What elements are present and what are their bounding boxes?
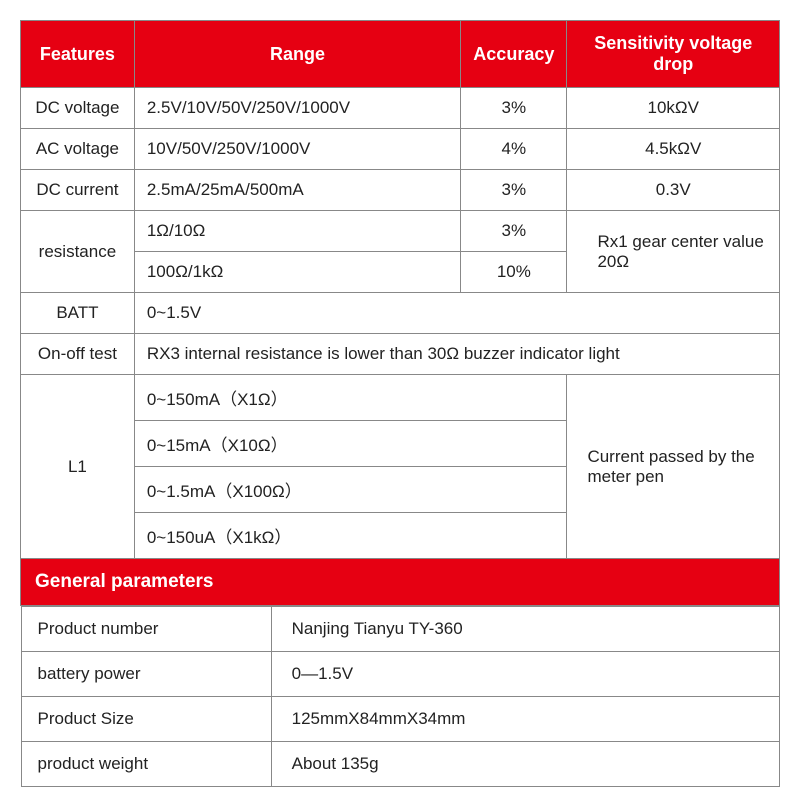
sens-l1: Current passed by the meter pen (567, 375, 780, 559)
range-l1-1: 0~150mA（X1Ω） (134, 375, 567, 421)
range-batt: 0~1.5V (134, 293, 779, 334)
label-ac-voltage: AC voltage (21, 129, 135, 170)
accuracy-ac-voltage: 4% (461, 129, 567, 170)
label-onoff: On-off test (21, 334, 135, 375)
value-battery-power: 0—1.5V (271, 652, 779, 697)
row-product-size: Product Size125mmX84mmX34mm (21, 697, 779, 742)
label-product-weight: product weight (21, 742, 271, 787)
range-resistance-1: 1Ω/10Ω (134, 211, 460, 252)
row-l1-1: L1 0~150mA（X1Ω） Current passed by the me… (21, 375, 780, 421)
row-battery-power: battery power0—1.5V (21, 652, 779, 697)
range-resistance-2: 100Ω/1kΩ (134, 252, 460, 293)
accuracy-dc-voltage: 3% (461, 88, 567, 129)
range-dc-current: 2.5mA/25mA/500mA (134, 170, 460, 211)
label-battery-power: battery power (21, 652, 271, 697)
row-dc-voltage: DC voltage 2.5V/10V/50V/250V/1000V 3% 10… (21, 88, 780, 129)
general-parameters-title: General parameters (21, 559, 780, 606)
label-dc-current: DC current (21, 170, 135, 211)
accuracy-dc-current: 3% (461, 170, 567, 211)
row-onoff: On-off test RX3 internal resistance is l… (21, 334, 780, 375)
range-ac-voltage: 10V/50V/250V/1000V (134, 129, 460, 170)
range-dc-voltage: 2.5V/10V/50V/250V/1000V (134, 88, 460, 129)
label-product-number: Product number (21, 607, 271, 652)
header-features: Features (21, 21, 135, 88)
header-sensitivity: Sensitivity voltage drop (567, 21, 780, 88)
sens-dc-voltage: 10kΩV (567, 88, 780, 129)
label-product-size: Product Size (21, 697, 271, 742)
sens-resistance: Rx1 gear center value 20Ω (567, 211, 780, 293)
sens-dc-current: 0.3V (567, 170, 780, 211)
general-header-row: General parameters (21, 559, 780, 606)
text-onoff: RX3 internal resistance is lower than 30… (134, 334, 779, 375)
value-product-weight: About 135g (271, 742, 779, 787)
range-l1-2: 0~15mA（X10Ω） (134, 421, 567, 467)
range-l1-4: 0~150uA（X1kΩ） (134, 513, 567, 559)
row-dc-current: DC current 2.5mA/25mA/500mA 3% 0.3V (21, 170, 780, 211)
value-product-size: 125mmX84mmX34mm (271, 697, 779, 742)
value-product-number: Nanjing Tianyu TY-360 (271, 607, 779, 652)
accuracy-resistance-2: 10% (461, 252, 567, 293)
row-ac-voltage: AC voltage 10V/50V/250V/1000V 4% 4.5kΩV (21, 129, 780, 170)
label-resistance: resistance (21, 211, 135, 293)
header-range: Range (134, 21, 460, 88)
header-accuracy: Accuracy (461, 21, 567, 88)
range-l1-3: 0~1.5mA（X100Ω） (134, 467, 567, 513)
label-l1: L1 (21, 375, 135, 559)
row-batt: BATT 0~1.5V (21, 293, 780, 334)
row-product-weight: product weightAbout 135g (21, 742, 779, 787)
label-batt: BATT (21, 293, 135, 334)
accuracy-resistance-1: 3% (461, 211, 567, 252)
label-dc-voltage: DC voltage (21, 88, 135, 129)
row-product-number: Product numberNanjing Tianyu TY-360 (21, 607, 779, 652)
sens-ac-voltage: 4.5kΩV (567, 129, 780, 170)
row-resistance-1: resistance 1Ω/10Ω 3% Rx1 gear center val… (21, 211, 780, 252)
spec-table: Features Range Accuracy Sensitivity volt… (20, 20, 780, 787)
header-row: Features Range Accuracy Sensitivity volt… (21, 21, 780, 88)
